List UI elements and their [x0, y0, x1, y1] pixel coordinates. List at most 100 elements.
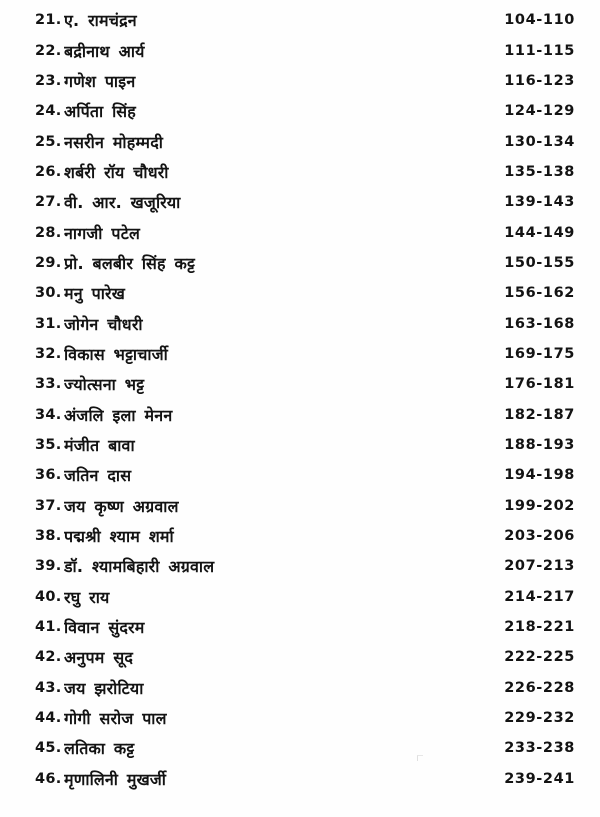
toc-entry-row: 46. मृणालिनी मुखर्जी 239-241 — [0, 764, 600, 794]
entry-number: 23. — [35, 72, 62, 89]
entry-number: 31. — [35, 315, 62, 332]
artist-name: शर्बरी रॉय चौधरी — [64, 162, 169, 182]
entry-number: 29. — [35, 254, 62, 271]
toc-entry-row: 37. जय कृष्ण अग्रवाल 199-202 — [0, 491, 600, 521]
artist-name: अर्पिता सिंह — [64, 102, 136, 122]
entry-number: 39. — [35, 558, 62, 575]
toc-entry-row: 28. नागजी पटेल 144-149 — [0, 217, 600, 247]
entry-number: 33. — [35, 376, 62, 393]
entry-number: 41. — [35, 619, 62, 636]
artist-name: रघु राय — [64, 587, 110, 607]
page-range: 214-217 — [504, 588, 575, 605]
page-range: 169-175 — [504, 345, 575, 362]
page-range: 199-202 — [504, 497, 575, 514]
artist-name: विकास भट्टाचार्जी — [64, 344, 168, 364]
toc-entry-row: 24. अर्पिता सिंह 124-129 — [0, 96, 600, 126]
entry-number: 45. — [35, 740, 62, 757]
toc-list: 21. ए. रामचंद्रन 104-110 22. बद्रीनाथ आर… — [0, 5, 600, 794]
artist-name: ए. रामचंद्रन — [64, 11, 137, 31]
toc-entry-row: 43. जय झरोटिया 226-228 — [0, 673, 600, 703]
artist-name: नागजी पटेल — [64, 223, 141, 243]
page-range: 163-168 — [504, 315, 575, 332]
page-range: 239-241 — [504, 770, 575, 787]
toc-entry-row: 41. विवान सुंदरम 218-221 — [0, 612, 600, 642]
artist-name: मृणालिनी मुखर्जी — [64, 769, 167, 789]
artist-name: बद्रीनाथ आर्य — [64, 41, 145, 61]
artist-name: पद्मश्री श्याम शर्मा — [64, 527, 174, 547]
page-range: 194-198 — [504, 467, 575, 484]
artist-name: अनुपम सूद — [64, 648, 134, 668]
page-range: 218-221 — [504, 619, 575, 636]
toc-entry-row: 31. जोगेन चौधरी 163-168 — [0, 308, 600, 338]
page-range: 226-228 — [504, 679, 575, 696]
toc-entry-row: 45. लतिका कट्ट 233-238 — [0, 733, 600, 763]
entry-number: 28. — [35, 224, 62, 241]
entry-number: 25. — [35, 133, 62, 150]
toc-entry-row: 27. वी. आर. खजूरिया 139-143 — [0, 187, 600, 217]
toc-entry-row: 35. मंजीत बावा 188-193 — [0, 430, 600, 460]
artist-name: ज्योत्सना भट्ट — [64, 375, 145, 395]
toc-entry-row: 39. डॉ. श्यामबिहारी अग्रवाल 207-213 — [0, 551, 600, 581]
scan-artifact — [417, 755, 423, 761]
entry-number: 46. — [35, 770, 62, 787]
page-range: 233-238 — [504, 740, 575, 757]
artist-name: जय झरोटिया — [64, 678, 144, 698]
artist-name: गणेश पाइन — [64, 71, 136, 91]
artist-name: लतिका कट्ट — [64, 739, 135, 759]
entry-number: 43. — [35, 679, 62, 696]
page-range: 116-123 — [504, 72, 575, 89]
artist-name: अंजलि इला मेनन — [64, 405, 173, 425]
entry-number: 44. — [35, 710, 62, 727]
entry-number: 22. — [35, 42, 62, 59]
entry-number: 32. — [35, 345, 62, 362]
toc-entry-row: 38. पद्मश्री श्याम शर्मा 203-206 — [0, 521, 600, 551]
artist-name: जय कृष्ण अग्रवाल — [64, 496, 179, 516]
page-range: 139-143 — [504, 194, 575, 211]
entry-number: 34. — [35, 406, 62, 423]
artist-name: मंजीत बावा — [64, 435, 135, 455]
toc-entry-row: 40. रघु राय 214-217 — [0, 582, 600, 612]
entry-number: 36. — [35, 467, 62, 484]
page-range: 104-110 — [504, 12, 575, 29]
toc-entry-row: 25. नसरीन मोहम्मदी 130-134 — [0, 126, 600, 156]
artist-name: डॉ. श्यामबिहारी अग्रवाल — [64, 557, 215, 577]
toc-entry-row: 29. प्रो. बलबीर सिंह कट्ट 150-155 — [0, 248, 600, 278]
entry-number: 40. — [35, 588, 62, 605]
page-range: 207-213 — [504, 558, 575, 575]
artist-name: विवान सुंदरम — [64, 618, 145, 638]
artist-name: जोगेन चौधरी — [64, 314, 143, 334]
toc-entry-row: 22. बद्रीनाथ आर्य 111-115 — [0, 35, 600, 65]
toc-entry-row: 33. ज्योत्सना भट्ट 176-181 — [0, 369, 600, 399]
page-range: 229-232 — [504, 710, 575, 727]
page-range: 130-134 — [504, 133, 575, 150]
artist-name: जतिन दास — [64, 466, 132, 486]
page-range: 111-115 — [504, 42, 575, 59]
page-range: 188-193 — [504, 436, 575, 453]
artist-name: वी. आर. खजूरिया — [64, 193, 181, 213]
entry-number: 26. — [35, 163, 62, 180]
artist-name: नसरीन मोहम्मदी — [64, 132, 164, 152]
page-range: 176-181 — [504, 376, 575, 393]
entry-number: 42. — [35, 649, 62, 666]
toc-entry-row: 32. विकास भट्टाचार्जी 169-175 — [0, 339, 600, 369]
toc-entry-row: 26. शर्बरी रॉय चौधरी 135-138 — [0, 157, 600, 187]
entry-number: 27. — [35, 194, 62, 211]
toc-entry-row: 30. मनु पारेख 156-162 — [0, 278, 600, 308]
page-range: 203-206 — [504, 528, 575, 545]
entry-number: 24. — [35, 103, 62, 120]
toc-entry-row: 42. अनुपम सूद 222-225 — [0, 642, 600, 672]
page-range: 124-129 — [504, 103, 575, 120]
artist-name: प्रो. बलबीर सिंह कट्ट — [64, 253, 196, 273]
toc-entry-row: 34. अंजलि इला मेनन 182-187 — [0, 399, 600, 429]
entry-number: 21. — [35, 12, 62, 29]
artist-name: गोगी सरोज पाल — [64, 709, 167, 729]
entry-number: 38. — [35, 528, 62, 545]
page-range: 182-187 — [504, 406, 575, 423]
page-range: 156-162 — [504, 285, 575, 302]
entry-number: 30. — [35, 285, 62, 302]
entry-number: 37. — [35, 497, 62, 514]
page-range: 222-225 — [504, 649, 575, 666]
toc-entry-row: 44. गोगी सरोज पाल 229-232 — [0, 703, 600, 733]
page-range: 150-155 — [504, 254, 575, 271]
